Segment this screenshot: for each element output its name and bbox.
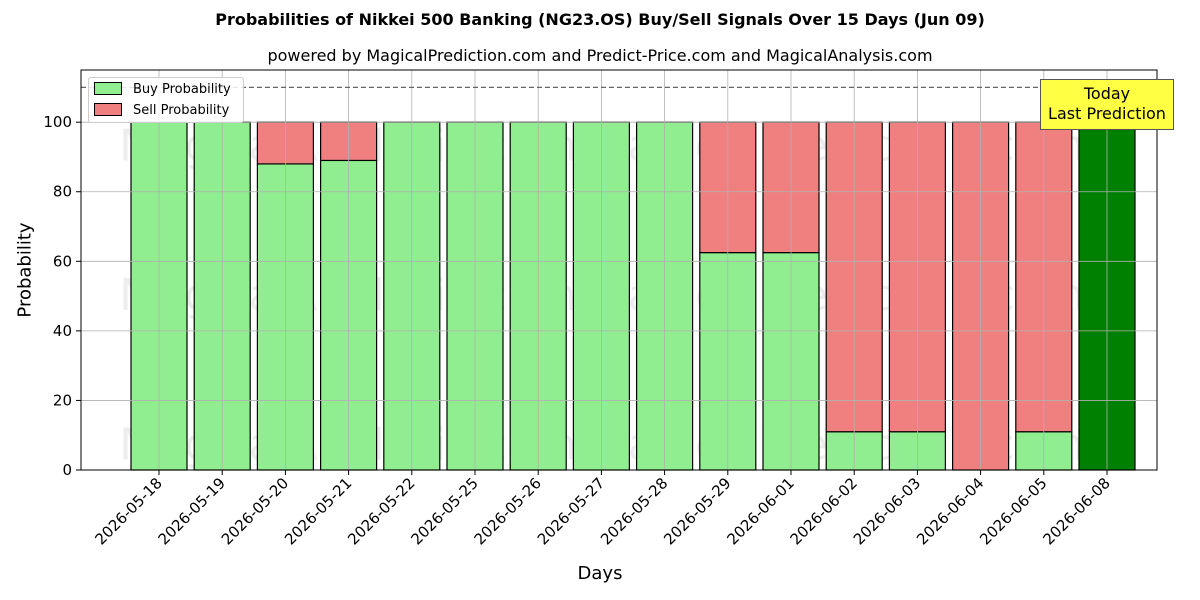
x-tick-label-2026-06-05: 2026-06-05: [976, 474, 1050, 548]
y-axis-label: Probability: [14, 222, 36, 318]
x-tick-label-2026-05-22: 2026-05-22: [344, 474, 418, 548]
legend-item-buy: Buy Probability: [94, 82, 231, 98]
legend-label-sell: Sell Probability: [133, 103, 230, 118]
x-tick-label-2026-05-25: 2026-05-25: [407, 474, 481, 548]
legend-item-sell: Sell Probability: [94, 103, 229, 119]
plot-frame: [80, 69, 1158, 471]
y-tick-label-0: 0: [62, 461, 72, 479]
x-tick-label-2026-06-04: 2026-06-04: [913, 474, 987, 548]
x-tick-label-2026-05-19: 2026-05-19: [155, 474, 229, 548]
legend-swatch-buy: [94, 82, 122, 95]
x-axis-label: Days: [577, 563, 623, 584]
legend-label-buy: Buy Probability: [133, 82, 231, 97]
x-tick-label-2026-06-08: 2026-06-08: [1039, 474, 1113, 548]
today-annotation: Today Last Prediction: [1040, 79, 1174, 130]
chart-title: Probabilities of Nikkei 500 Banking (NG2…: [215, 10, 985, 29]
x-tick-label-2026-05-18: 2026-05-18: [91, 474, 165, 548]
legend: Buy Probability Sell Probability: [88, 77, 244, 123]
x-tick-label-2026-05-29: 2026-05-29: [660, 474, 734, 548]
y-tick-label-100: 100: [43, 113, 72, 131]
y-tick-label-80: 80: [53, 183, 72, 201]
x-tick-label-2026-06-02: 2026-06-02: [787, 474, 861, 548]
today-annotation-line1: Today: [1083, 84, 1131, 103]
today-annotation-line2: Last Prediction: [1048, 104, 1166, 123]
y-tick-label-60: 60: [53, 252, 72, 270]
x-tick-label-2026-05-27: 2026-05-27: [534, 474, 608, 548]
x-tick-label-2026-06-01: 2026-06-01: [723, 474, 797, 548]
y-tick-label-40: 40: [53, 322, 72, 340]
legend-swatch-sell: [94, 103, 122, 116]
y-tick-label-20: 20: [53, 391, 72, 409]
x-tick-label-2026-05-21: 2026-05-21: [281, 474, 355, 548]
x-tick-label-2026-05-26: 2026-05-26: [471, 474, 545, 548]
x-tick-label-2026-06-03: 2026-06-03: [850, 474, 924, 548]
chart-subtitle: powered by MagicalPrediction.com and Pre…: [267, 46, 933, 65]
x-tick-label-2026-05-28: 2026-05-28: [597, 474, 671, 548]
x-tick-label-2026-05-20: 2026-05-20: [218, 474, 292, 548]
